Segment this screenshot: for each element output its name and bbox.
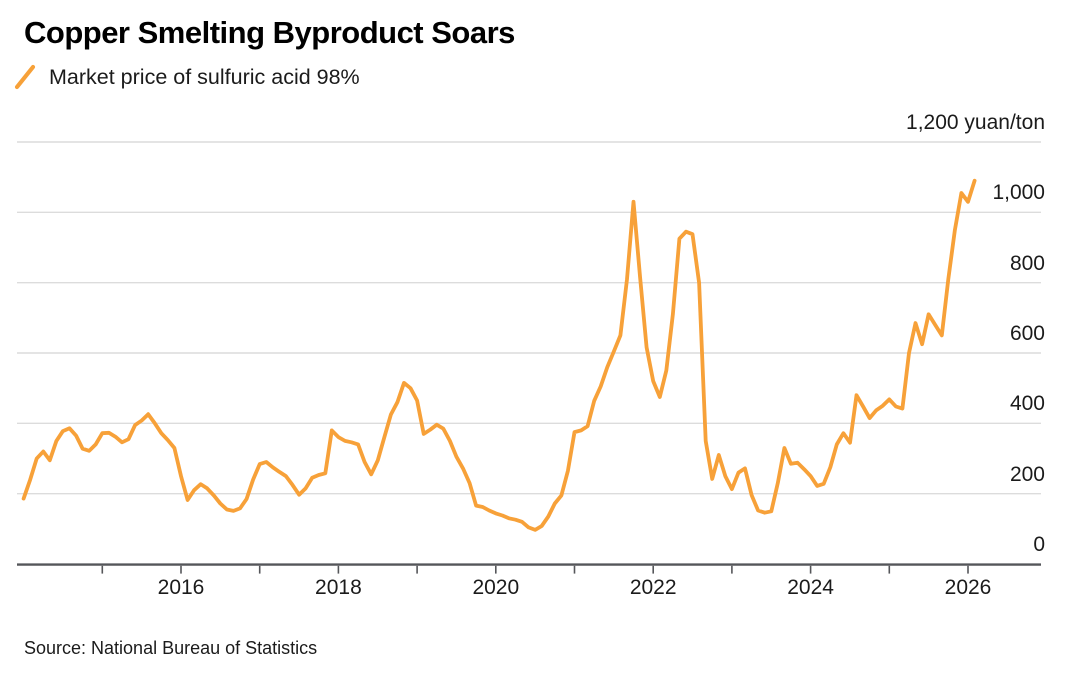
x-axis-tick-label: 2022 xyxy=(629,576,677,599)
chart-title: Copper Smelting Byproduct Soars xyxy=(24,15,515,50)
legend-slash-icon xyxy=(14,64,36,90)
y-axis-unit-label: 1,200 yuan/ton xyxy=(906,111,1045,134)
legend-label: Market price of sulfuric acid 98% xyxy=(49,64,360,89)
y-axis-tick-label: 0 xyxy=(1033,533,1045,556)
y-axis-tick-label: 400 xyxy=(1009,392,1045,416)
y-axis-tick-label: 200 xyxy=(1009,462,1045,486)
x-axis-ticks xyxy=(101,565,969,574)
y-axis-tick-label: 600 xyxy=(1009,322,1045,345)
y-axis-tick-label: 1,000 xyxy=(992,181,1045,205)
x-axis-tick-label: 2016 xyxy=(157,576,205,599)
source-caption: Source: National Bureau of Statistics xyxy=(24,638,318,658)
x-axis-tick-label: 2024 xyxy=(787,576,834,599)
x-axis-tick-label: 2018 xyxy=(315,576,362,599)
legend: Market price of sulfuric acid 98% xyxy=(13,63,360,91)
x-axis-tick-label: 2026 xyxy=(944,576,992,599)
y-axis-tick-label: 800 xyxy=(1009,251,1045,275)
series-line xyxy=(21,178,977,532)
x-axis-tick-label: 2020 xyxy=(472,576,520,599)
